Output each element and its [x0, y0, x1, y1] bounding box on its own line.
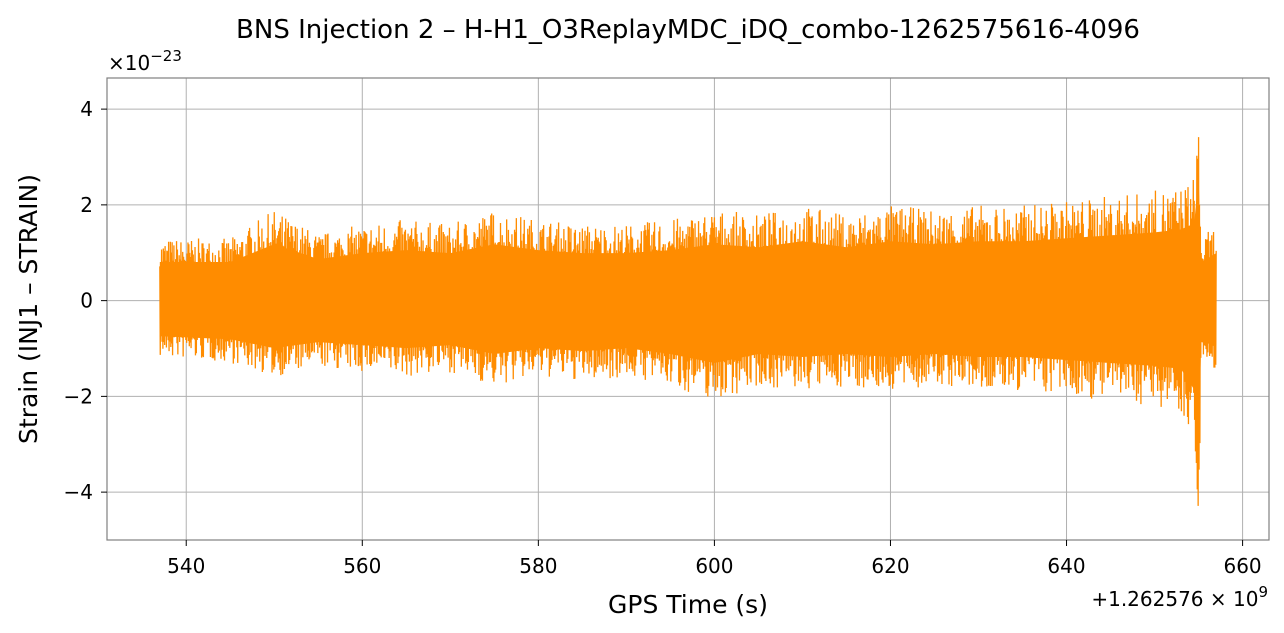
x-tick-label: 540 [167, 554, 205, 578]
x-tick-label: 580 [519, 554, 557, 578]
y-tick-label: 2 [80, 193, 93, 217]
y-scale-exponent: −23 [150, 47, 182, 65]
x-axis-label: GPS Time (s) [608, 590, 768, 619]
y-scale-label: ×10−23 [108, 47, 182, 75]
y-scale-base: ×10 [108, 51, 150, 75]
y-axis-label: Strain (INJ1 – STRAIN) [14, 174, 43, 444]
x-tick-label: 600 [695, 554, 733, 578]
series-layer [159, 137, 1217, 506]
y-tick-label: −4 [64, 480, 93, 504]
y-tick-label: 4 [80, 97, 93, 121]
x-tick-label: 560 [343, 554, 381, 578]
x-tick-label: 660 [1223, 554, 1261, 578]
x-offset-exponent: 9 [1258, 583, 1268, 601]
y-tick-label: −2 [64, 384, 93, 408]
x-tick-label: 640 [1047, 554, 1085, 578]
y-tick-label: 0 [80, 289, 93, 313]
x-offset-base: +1.262576 × 10 [1091, 587, 1258, 611]
chart-title: BNS Injection 2 – H-H1_O3ReplayMDC_iDQ_c… [236, 15, 1140, 45]
plot-frame [106, 77, 1270, 541]
strain-series-core [159, 175, 1217, 438]
x-axis: 540 560 580 600 620 640 660 [167, 540, 1262, 578]
x-offset-label: +1.262576 × 109 [1091, 583, 1268, 611]
x-tick-label: 620 [871, 554, 909, 578]
y-axis: −4 −2 0 2 4 [64, 97, 107, 504]
